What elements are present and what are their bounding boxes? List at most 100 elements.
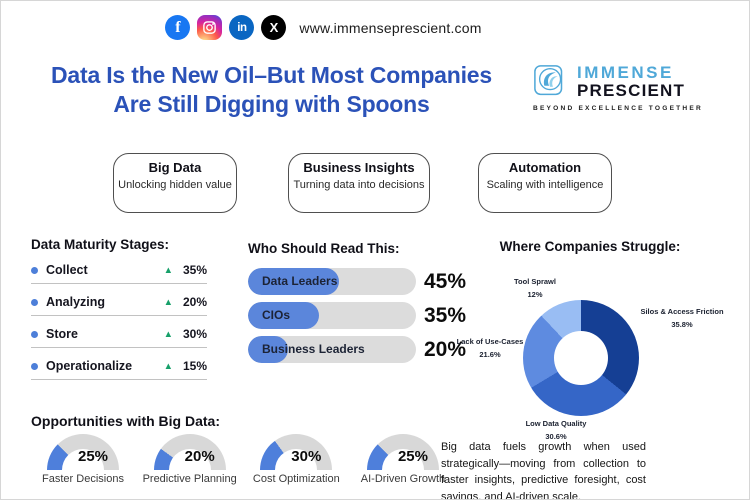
maturity-label: Operationalize (46, 359, 133, 373)
trend-up-icon: ▲ (163, 264, 173, 276)
readers-heading: Who Should Read This: (248, 241, 400, 256)
reader-bar-track: Business Leaders (248, 336, 416, 363)
reader-bar-label: Business Leaders (262, 342, 365, 356)
pill-business-insights: Business Insights Turning data into deci… (288, 153, 430, 213)
gauge-label: AI-Driven Growth (360, 473, 446, 485)
reader-bar-label: Data Leaders (262, 274, 338, 288)
donut-label-tool-sprawl: Tool Sprawl 12% (485, 276, 585, 302)
maturity-heading: Data Maturity Stages: (31, 237, 170, 252)
donut-label-name: Silos & Access Friction (640, 307, 724, 316)
struggle-donut-chart: Tool Sprawl 12% Silos & Access Friction … (439, 254, 741, 444)
trend-up-icon: ▲ (163, 360, 173, 372)
website-url[interactable]: www.immenseprescient.com (299, 19, 482, 36)
brand-name-top: IMMENSE (577, 63, 674, 83)
instagram-camera-glyph (203, 21, 217, 34)
brand-name-bottom: PRESCIENT (577, 81, 686, 100)
maturity-row-analyzing: Analyzing ▲ 20% (31, 284, 207, 316)
page-title-line1: Data Is the New Oil–But Most Companies (51, 62, 492, 88)
gauge-chart: 25% (366, 434, 439, 471)
topbar: f in X www.immenseprescient.com (1, 15, 646, 40)
bullet-icon (31, 298, 38, 306)
gauge-chart: 30% (260, 434, 333, 471)
maturity-label: Collect (46, 263, 88, 277)
reader-row-cios: CIOs 35% (248, 302, 466, 329)
gauge-value: 20% (184, 448, 215, 465)
reader-bar-track: CIOs (248, 302, 416, 329)
bullet-icon (31, 330, 38, 338)
x-icon[interactable]: X (261, 15, 287, 40)
gauge-label: Predictive Planning (142, 473, 237, 485)
maturity-section: Data Maturity Stages: Collect ▲ 35% Anal… (31, 237, 207, 380)
donut-label-pct: 30.6% (545, 431, 567, 441)
maturity-row-store: Store ▲ 30% (31, 316, 207, 348)
gauge-value: 30% (291, 448, 322, 465)
linkedin-icon[interactable]: in (229, 15, 255, 40)
gauge-ai-driven-growth: 25% AI-Driven Growth (351, 434, 455, 485)
reader-bar-fill (248, 336, 289, 363)
readers-section: Who Should Read This: Data Leaders 45% C… (248, 241, 466, 370)
reader-row-data-leaders: Data Leaders 45% (248, 268, 466, 295)
donut-label-pct: 12% (527, 289, 543, 299)
instagram-icon[interactable] (197, 15, 223, 40)
reader-bar-track: Data Leaders (248, 268, 416, 295)
reader-row-business-leaders: Business Leaders 20% (248, 336, 466, 363)
page-title-line2: Are Still Digging with Spoons (113, 90, 430, 117)
donut-label-name: Low Data Quality (525, 419, 587, 428)
reader-bar-value: 20% (423, 337, 466, 361)
trend-up-icon: ▲ (163, 328, 173, 340)
pill-title: Business Insights (303, 160, 415, 175)
brand-tagline: BEYOND EXCELLENCE TOGETHER (533, 105, 703, 112)
reader-bar-label: CIOs (262, 308, 291, 322)
summary-text: Big data fuels growth when used strategi… (441, 441, 646, 500)
pill-title: Automation (508, 160, 582, 175)
maturity-row-operationalize: Operationalize ▲ 15% (31, 348, 207, 380)
reader-bar-fill (248, 302, 319, 329)
donut-label-pct: 21.6% (479, 349, 501, 359)
gauge-cost-optimization: 30% Cost Optimization (244, 434, 348, 485)
gauge-hole (381, 449, 424, 471)
trend-up-icon: ▲ (163, 296, 173, 308)
maturity-label: Analyzing (46, 295, 106, 309)
maturity-value: 15% (182, 359, 207, 373)
pill-title: Big Data (148, 160, 202, 175)
opportunities-section: Opportunities with Big Data: 25% Faster … (31, 413, 455, 485)
gauge-chart: 25% (47, 434, 119, 471)
bullet-icon (31, 266, 38, 274)
gauge-label: Cost Optimization (252, 473, 340, 485)
bullet-icon (31, 362, 38, 370)
pill-automation: Automation Scaling with intelligence (478, 153, 612, 213)
facebook-icon[interactable]: f (165, 15, 191, 40)
maturity-value: 20% (182, 295, 207, 309)
brand-logo-mark-icon (534, 65, 563, 96)
maturity-label: Store (46, 327, 78, 341)
reader-bar-fill (248, 268, 339, 295)
struggle-donut-ring (523, 300, 639, 416)
donut-label-name: Tool Sprawl (514, 277, 556, 286)
pill-subtitle: Scaling with intelligence (486, 179, 604, 191)
maturity-value: 35% (182, 263, 207, 277)
struggle-heading: Where Companies Struggle: (499, 239, 681, 254)
donut-label-silos: Silos & Access Friction 35.8% (623, 306, 741, 332)
struggle-section: Where Companies Struggle: Tool Sprawl 12… (439, 239, 741, 444)
maturity-value: 30% (182, 327, 207, 341)
brand-logo: IMMENSE PRESCIENT BEYOND EXCELLENCE TOGE… (533, 63, 738, 112)
opportunities-heading: Opportunities with Big Data: (31, 413, 220, 429)
reader-bar-value: 35% (423, 303, 466, 327)
pill-subtitle: Turning data into decisions (293, 179, 425, 191)
gauge-predictive-planning: 20% Predictive Planning (138, 434, 242, 485)
donut-hole (554, 331, 608, 385)
donut-label-low-data-quality: Low Data Quality 30.6% (497, 418, 615, 444)
gauge-chart: 20% (153, 434, 226, 471)
donut-label-name: Lack of Use-Cases (456, 337, 524, 346)
gauge-faster-decisions: 25% Faster Decisions (31, 434, 135, 485)
pill-subtitle: Unlocking hidden value (118, 179, 232, 191)
donut-label-lack-of-use-cases: Lack of Use-Cases 21.6% (435, 336, 545, 362)
gauge-value: 25% (77, 448, 109, 465)
pill-big-data: Big Data Unlocking hidden value (113, 153, 237, 213)
gauge-hole (168, 449, 211, 471)
donut-label-pct: 35.8% (671, 319, 693, 329)
gauge-value: 25% (397, 448, 428, 465)
gauge-hole (62, 449, 104, 471)
gauge-hole (275, 449, 318, 471)
